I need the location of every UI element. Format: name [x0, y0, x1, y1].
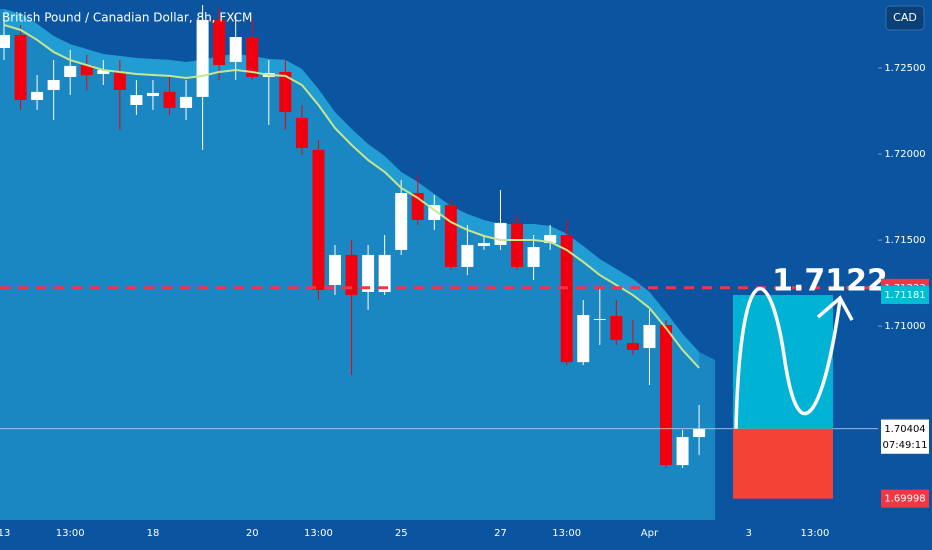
x-tick-label: 25: [395, 528, 408, 539]
plot-area: 1.72500 1.72000 1.71500 1.71000 13 13:00 18 20 1…: [0, 4, 929, 539]
candle-body: [14, 34, 27, 101]
moving-average-line: [3, 24, 700, 369]
candle-body: [146, 92, 159, 97]
countdown: 07:49:11: [883, 440, 928, 451]
currency-button[interactable]: [885, 5, 925, 31]
x-tick-label: 13:00: [304, 528, 333, 539]
candle-body: [345, 254, 358, 296]
candle-body: [477, 243, 490, 246]
candle-body: [196, 19, 209, 97]
x-tick-label: 20: [246, 528, 259, 539]
projection-curve: [734, 286, 842, 429]
candle-body: [64, 65, 77, 77]
x-tick-label: 13: [0, 528, 10, 539]
candle-body: [527, 247, 540, 267]
candle-body: [31, 91, 44, 101]
x-tick-label: 13:00: [56, 528, 85, 539]
candle-body: [130, 95, 143, 105]
x-tick-label: 3: [746, 528, 752, 539]
candle-body: [626, 343, 639, 350]
candle-body: [229, 37, 242, 62]
candle-body: [113, 71, 126, 91]
candle-body: [676, 437, 689, 466]
candle-body: [693, 428, 706, 438]
price-marker: [881, 419, 929, 454]
candle-body: [97, 70, 110, 75]
candle-body: [511, 222, 524, 267]
candle-body: [80, 65, 93, 76]
y-tick-label: 1.71000: [884, 321, 925, 332]
price-marker-label: 1.69998: [884, 494, 925, 505]
candle-body: [593, 318, 606, 320]
price-marker-label: 1.70404: [884, 424, 925, 435]
x-tick-label: 27: [494, 528, 507, 539]
y-tick-label: 1.72000: [884, 149, 925, 160]
candle-body: [461, 244, 474, 267]
candle-body: [544, 234, 557, 244]
candle-body: [660, 324, 672, 466]
price-marker: [881, 286, 929, 305]
candle-body: [0, 34, 10, 49]
candle-body: [494, 222, 507, 245]
candle-body: [362, 254, 375, 292]
candle-body: [444, 205, 457, 267]
y-tick-label: 1.72500: [884, 63, 925, 74]
x-tick-label: Apr: [641, 528, 659, 539]
candle-body: [395, 192, 408, 250]
candle-body: [163, 91, 176, 108]
candle-body: [246, 37, 259, 77]
price-marker-label: 1.71181: [884, 290, 925, 301]
x-tick-label: 18: [147, 528, 160, 539]
candle-body: [329, 254, 341, 286]
candle-body: [610, 316, 623, 340]
chart-title: British Pound / Canadian Dollar, 8h, FXC…: [2, 11, 252, 25]
x-tick-label: 13:00: [552, 528, 581, 539]
price-marker: [881, 489, 929, 508]
candle-body: [279, 71, 292, 113]
candle-body: [213, 19, 226, 66]
candle-body: [312, 149, 325, 291]
candle-body: [378, 254, 391, 292]
y-tick-label: 1.71500: [884, 235, 925, 246]
target-annotation: 1.7122: [772, 263, 888, 298]
loss-zone: [733, 428, 833, 499]
candle-body: [560, 234, 573, 363]
x-tick-label: 13:00: [801, 528, 830, 539]
candle-body: [643, 324, 656, 349]
candle-body: [47, 80, 60, 91]
profit-zone: [733, 295, 833, 429]
currency-button-label[interactable]: CAD: [893, 11, 917, 24]
projection-arrow: [816, 295, 854, 321]
candle-body: [180, 96, 193, 108]
candle-body: [295, 117, 308, 149]
candle-body: [577, 314, 590, 363]
